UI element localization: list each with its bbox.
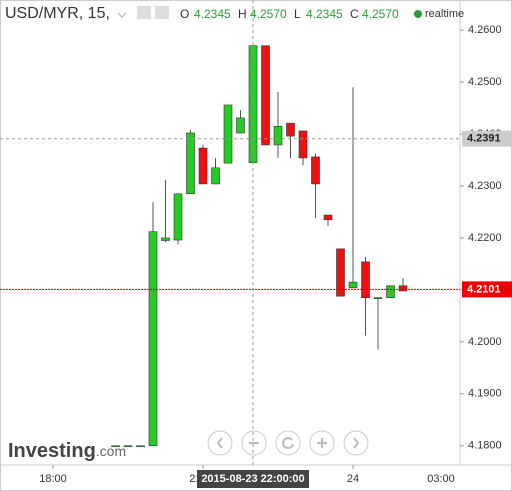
candle-body (298, 130, 308, 159)
y-tick-label: 4.1800 (468, 440, 502, 452)
icon (353, 437, 360, 449)
logo: Investing.com (8, 440, 126, 462)
status: realtime (425, 8, 464, 20)
legend-close: 4.2570 (362, 7, 399, 21)
candle-body (286, 122, 295, 137)
candle-body (398, 285, 408, 292)
icon (317, 438, 327, 448)
candle-body (261, 45, 270, 146)
candle-body (273, 125, 283, 146)
legend-open: 4.2345 (194, 7, 231, 21)
candle-body (198, 147, 208, 185)
candle-body (148, 231, 158, 447)
candle-body (211, 167, 220, 185)
candle-body (161, 237, 170, 241)
candle-body (236, 117, 245, 134)
camera-icon[interactable] (155, 6, 169, 19)
legend-high-label: H (238, 7, 247, 21)
candle-body (173, 193, 183, 241)
candle-body (223, 104, 233, 164)
x-tick-label: 24 (347, 473, 359, 485)
y-tick-label: 4.2300 (468, 180, 502, 192)
x-tick-label: 03:00 (427, 473, 455, 485)
y-tick-label: 4.1900 (468, 388, 502, 400)
candle-body (311, 156, 320, 185)
legend-close-label: C (350, 7, 359, 21)
dropdown-icon[interactable] (117, 12, 127, 18)
legend-open-label: O (180, 7, 189, 21)
legend-low: 4.2345 (306, 7, 343, 21)
scroll-right-button[interactable] (343, 430, 369, 456)
candle-body (111, 445, 120, 448)
candle-body (123, 445, 133, 448)
x-tick-label: 18:00 (39, 473, 67, 485)
reset-button[interactable] (275, 430, 301, 456)
settings-icon[interactable] (137, 6, 151, 19)
status-dot (414, 10, 422, 18)
candle-body (336, 248, 345, 297)
crosshair-x-badge (197, 470, 309, 488)
legend-low-label: L (294, 7, 301, 21)
candle-body (348, 281, 358, 289)
crosshair-y-badge (462, 130, 512, 147)
scroll-left-button[interactable] (207, 430, 233, 456)
y-tick-label: 4.2000 (468, 336, 502, 348)
last-price-label: 4.2101 (467, 283, 501, 295)
legend-high: 4.2570 (250, 7, 287, 21)
crosshair-x-label: 2015-08-23 22:00:00 (201, 473, 304, 485)
candle-body (136, 445, 145, 448)
candle-body (373, 297, 383, 300)
last-price-badge (462, 281, 512, 298)
y-tick-label: 4.2500 (468, 76, 502, 88)
crosshair-y-label: 4.2391 (467, 133, 501, 145)
y-tick-label: 4.2200 (468, 232, 502, 244)
chart-title: USD/MYR, 15, (5, 5, 110, 22)
candle-body (186, 132, 195, 195)
toolbar (207, 430, 369, 456)
candle-body (386, 285, 395, 299)
icon (282, 437, 294, 450)
y-tick-label: 4.2600 (468, 24, 502, 36)
candle-body (361, 261, 370, 299)
icon (216, 437, 223, 449)
candle-body (323, 214, 333, 221)
ohlc-legend: O 4.2345 H 4.2570 L 4.2345 C 4.2570 (180, 7, 399, 21)
